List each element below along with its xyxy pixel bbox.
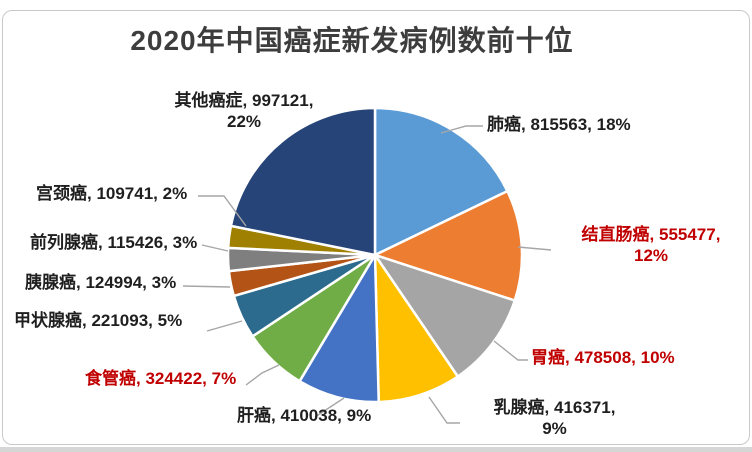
slice-label-line: 乳腺癌, 416371, (493, 398, 616, 417)
slice-label-胃癌: 胃癌, 478508, 10% (531, 347, 675, 368)
slice-label-line: 肺癌, 815563, 18% (487, 115, 631, 134)
slice-label-line: 其他癌症, 997121, (174, 91, 314, 110)
slice-label-line: 肝癌, 410038, 9% (237, 406, 372, 425)
pie-slice-肺癌 (373, 106, 509, 257)
slice-label-宫颈癌: 宫颈癌, 109741, 2% (36, 183, 187, 204)
pie-slice-胃癌 (373, 253, 517, 378)
leader-line-前列腺癌 (201, 244, 229, 252)
slice-label-食管癌: 食管癌, 324422, 7% (85, 368, 236, 389)
slice-label-其他癌症: 其他癌症, 997121, 22% (149, 90, 339, 132)
leader-line-胰腺癌 (182, 285, 231, 288)
leader-line-肺癌 (440, 125, 483, 134)
leader-line-肝癌 (314, 397, 345, 418)
slice-label-line: 9% (542, 419, 567, 438)
leader-line-食管癌 (245, 364, 280, 386)
slice-label-line: 前列腺癌, 115426, 3% (30, 233, 198, 252)
slice-label-肺癌: 肺癌, 815563, 18% (487, 114, 631, 135)
pie-slice-结直肠癌 (373, 189, 524, 302)
slice-label-甲状腺癌: 甲状腺癌, 221093, 5% (14, 310, 182, 331)
slice-label-乳腺癌: 乳腺癌, 416371, 9% (462, 397, 647, 439)
slice-label-结直肠癌: 结直肠癌, 555477, 12% (556, 224, 746, 266)
bottom-edge-strip (0, 447, 752, 452)
pie-slice-乳腺癌 (373, 253, 460, 404)
pie-slice-其他癌症 (229, 106, 377, 257)
leader-line-乳腺癌 (428, 396, 460, 424)
slice-label-前列腺癌: 前列腺癌, 115426, 3% (30, 232, 197, 253)
slice-label-line: 食管癌, 324422, 7% (85, 369, 237, 388)
chart-title: 2020年中国癌症新发病例数前十位 (130, 25, 574, 56)
pie-slice-肝癌 (298, 253, 380, 404)
slice-label-line: 宫颈癌, 109741, 2% (36, 184, 188, 203)
slice-label-line: 胰腺癌, 124994, 3% (25, 273, 177, 292)
slice-label-line: 12% (633, 246, 669, 265)
slice-label-肝癌: 肝癌, 410038, 9% (237, 405, 371, 426)
slice-label-line: 胃癌, 478508, 10% (531, 348, 675, 367)
slice-label-line: 22% (226, 112, 262, 131)
slice-label-line: 甲状腺癌, 221093, 5% (14, 311, 183, 330)
leader-line-结直肠癌 (517, 246, 552, 251)
leader-line-宫颈癌 (198, 195, 247, 227)
slice-label-line: 结直肠癌, 555477, (581, 225, 721, 244)
slice-label-胰腺癌: 胰腺癌, 124994, 3% (25, 272, 176, 293)
leader-line-胃癌 (493, 340, 528, 361)
leader-line-甲状腺癌 (206, 320, 243, 332)
